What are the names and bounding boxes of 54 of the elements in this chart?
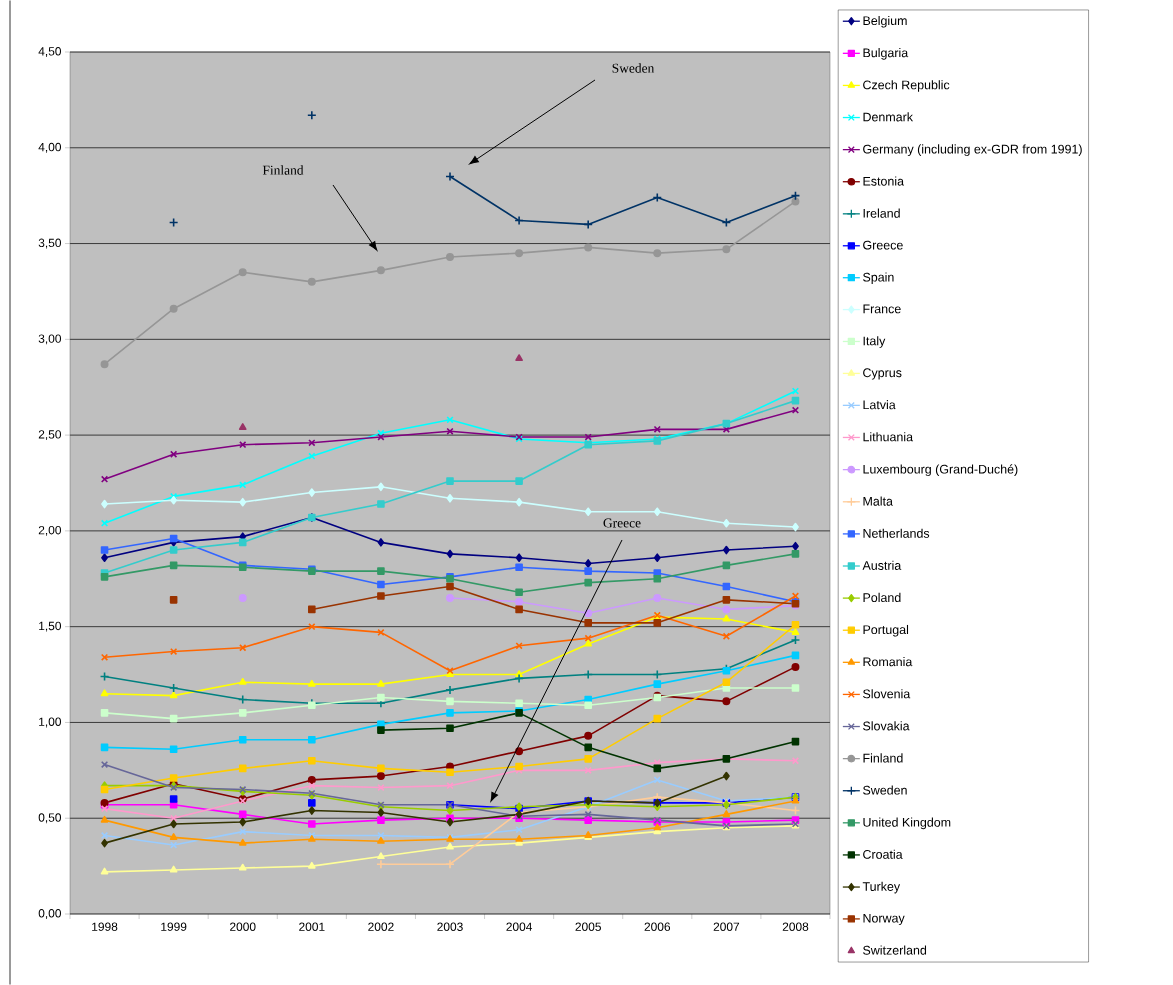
legend-label: United Kingdom (863, 817, 951, 830)
x-tick-label: 2001 (299, 922, 325, 931)
y-tick-label: 2,00 (38, 525, 62, 536)
legend-label: Romania (863, 657, 913, 667)
legend-label: Finland (863, 753, 903, 763)
x-tick-label: 2007 (713, 922, 740, 931)
legend-label: Norway (863, 913, 905, 926)
legend-label: Lithuania (863, 432, 914, 442)
legend-label: Slovakia (863, 721, 910, 731)
x-tick-label: 2003 (437, 922, 463, 931)
y-tick-label: 1,00 (39, 717, 62, 728)
legend-label: Greece (863, 240, 903, 250)
legend-label: France (863, 304, 901, 314)
legend-label: Turkey (862, 881, 901, 894)
legend-label: Luxembourg (Grand-Duché) (863, 464, 1018, 477)
legend-label: Malta (863, 496, 893, 506)
legend-label: Czech Republic (863, 80, 950, 92)
y-tick-label: 3,50 (38, 238, 62, 249)
y-tick-label: 0,50 (38, 813, 62, 824)
x-tick-label: 1998 (92, 922, 118, 931)
x-tick-label: 2004 (506, 922, 533, 931)
x-tick-label: 1999 (161, 922, 187, 931)
legend-label: Netherlands (863, 528, 930, 538)
legend-label: Slovenia (863, 689, 911, 699)
legend-label: Belgium (863, 15, 907, 28)
annotation: Finland (262, 165, 304, 175)
legend-label: Portugal (863, 624, 909, 637)
legend-label: Italy (863, 336, 886, 348)
legend-label: Spain (863, 272, 894, 285)
x-tick-label: 2006 (644, 922, 671, 931)
legend-label: Bulgaria (863, 48, 909, 60)
legend-label: Cyprus (863, 368, 902, 380)
x-tick-label: 2000 (230, 922, 256, 931)
legend-label: Denmark (863, 112, 914, 122)
y-tick-label: 3,00 (38, 334, 62, 345)
x-tick-label: 2005 (575, 922, 601, 931)
legend-label: Croatia (863, 849, 903, 859)
legend-label: Sweden (863, 785, 907, 795)
annotation: Sweden (612, 63, 655, 73)
legend-label: Latvia (863, 400, 896, 410)
x-tick-label: 2002 (368, 922, 394, 931)
legend-label: Switzerland (863, 945, 927, 955)
annotation: Greece (603, 518, 641, 528)
legend-label: Estonia (863, 176, 905, 186)
x-tick-label: 2008 (782, 922, 809, 931)
y-tick-label: 2,50 (38, 430, 62, 441)
y-tick-label: 0,00 (38, 909, 62, 919)
y-tick-label: 4,50 (38, 47, 62, 57)
legend-label: Austria (862, 560, 902, 570)
legend-label: Poland (863, 592, 901, 602)
legend-label: Germany (including ex-GDR from 1991) (863, 144, 1082, 156)
y-tick-label: 4,00 (38, 142, 62, 153)
y-tick-label: 1,50 (39, 621, 62, 632)
legend-label: Ireland (863, 208, 900, 218)
